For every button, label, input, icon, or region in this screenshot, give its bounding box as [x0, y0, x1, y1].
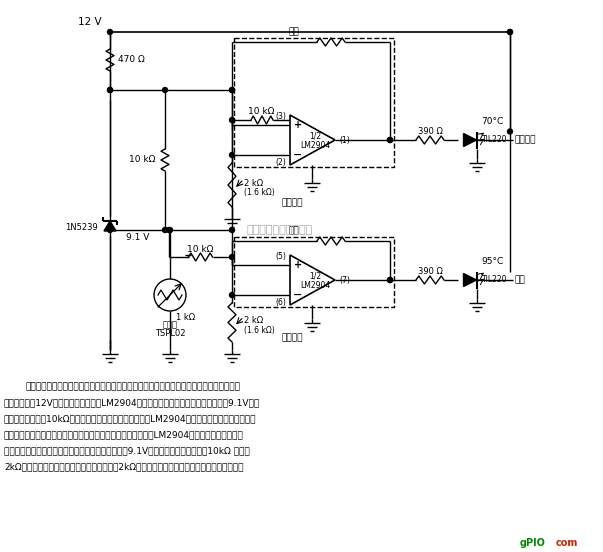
Text: com: com: [556, 538, 578, 548]
Circle shape: [230, 88, 235, 93]
Text: 阈値调节: 阈値调节: [282, 333, 303, 342]
Text: 10 kΩ: 10 kΩ: [248, 108, 274, 116]
Text: 传感器: 传感器: [162, 321, 177, 330]
Text: (1.6 kΩ): (1.6 kΩ): [244, 188, 275, 198]
Text: 当达到两种不同的水温时，本电路能使发光二极管发光，从而指示两种不同水温的断路点。: 当达到两种不同的水温时，本电路能使发光二极管发光，从而指示两种不同水温的断路点。: [25, 382, 240, 391]
Text: 70°C: 70°C: [482, 118, 504, 126]
Text: 1/2: 1/2: [309, 131, 321, 141]
Text: 此电路是以由12V汽车电源系统供电的LM2904双重运算放大器为主制成的。在地与＋9.1V接点: 此电路是以由12V汽车电源系统供电的LM2904双重运算放大器为主制成的。在地与…: [4, 398, 260, 407]
Text: (2): (2): [275, 158, 286, 167]
Text: 风扇接通: 风扇接通: [514, 135, 536, 145]
Text: (3): (3): [275, 113, 286, 121]
Circle shape: [388, 137, 393, 142]
Text: 1 kΩ: 1 kΩ: [176, 312, 195, 321]
Text: 杭州将客科技有限公司: 杭州将客科技有限公司: [247, 225, 313, 235]
Text: gPIO: gPIO: [520, 538, 546, 548]
Circle shape: [230, 254, 235, 259]
Text: 10 kΩ: 10 kΩ: [188, 245, 213, 253]
Bar: [234, 237, 394, 307]
Circle shape: [230, 88, 235, 93]
Text: 470 Ω: 470 Ω: [118, 56, 145, 65]
Text: (1): (1): [339, 135, 350, 145]
Text: 12 V: 12 V: [78, 17, 102, 27]
Text: LM2904: LM2904: [300, 141, 330, 151]
Bar: [234, 38, 394, 167]
Circle shape: [162, 88, 168, 93]
Circle shape: [230, 293, 235, 298]
Circle shape: [168, 227, 172, 232]
Text: TIL220: TIL220: [482, 275, 507, 284]
Circle shape: [107, 29, 113, 34]
Polygon shape: [104, 221, 116, 231]
Text: −: −: [293, 150, 303, 160]
Text: 9.1 V: 9.1 V: [126, 233, 150, 242]
Text: 2 kΩ: 2 kΩ: [244, 316, 263, 325]
Text: 390 Ω: 390 Ω: [417, 126, 443, 135]
Text: 1/2: 1/2: [309, 272, 321, 280]
Polygon shape: [464, 134, 476, 146]
Text: 过热: 过热: [514, 275, 525, 284]
Text: 阈値调节: 阈値调节: [282, 199, 303, 208]
Circle shape: [107, 88, 113, 93]
Text: TIL220: TIL220: [482, 135, 507, 145]
Polygon shape: [290, 255, 335, 305]
Text: 滞后: 滞后: [289, 226, 299, 236]
Text: 2kΩ电位器来调定。调节每个运算放大器中的2kΩ电位器，就可重新校准或调定这两个断路点。: 2kΩ电位器来调定。调节每个运算放大器中的2kΩ电位器，就可重新校准或调定这两个…: [4, 462, 244, 471]
Circle shape: [388, 137, 393, 142]
Text: 10 kΩ: 10 kΩ: [128, 156, 155, 164]
Circle shape: [230, 152, 235, 157]
Polygon shape: [464, 273, 476, 286]
Circle shape: [508, 29, 513, 34]
Circle shape: [107, 227, 113, 232]
Circle shape: [230, 118, 235, 123]
Text: LM2904: LM2904: [300, 282, 330, 290]
Circle shape: [166, 227, 171, 232]
Text: (5): (5): [275, 252, 286, 262]
Polygon shape: [290, 115, 335, 165]
Circle shape: [388, 278, 393, 283]
Circle shape: [162, 227, 168, 232]
Text: −: −: [293, 290, 303, 300]
Text: 滞后: 滞后: [289, 28, 299, 36]
Text: +: +: [294, 120, 302, 130]
Text: 390 Ω: 390 Ω: [417, 267, 443, 275]
Text: 2 kΩ: 2 kΩ: [244, 178, 263, 188]
Circle shape: [388, 278, 393, 283]
Text: 一个基准电压，即断路阈値电压，这一基准电压由与9.1V稳定电压两端之间串联的10kΩ 电阵和: 一个基准电压，即断路阈値电压，这一基准电压由与9.1V稳定电压两端之间串联的10…: [4, 446, 250, 455]
Text: (7): (7): [339, 275, 350, 284]
Text: TSPL02: TSPL02: [155, 328, 185, 337]
Text: +: +: [294, 260, 302, 270]
Text: (1.6 kΩ): (1.6 kΩ): [244, 326, 275, 335]
Text: 之间，热敏电阵与10kΩ的电阵串联。热敏电阵上端连接到LM2904的两个非反相输入端。当热敏: 之间，热敏电阵与10kΩ的电阵串联。热敏电阵上端连接到LM2904的两个非反相输…: [4, 414, 256, 423]
Text: 1N5239: 1N5239: [65, 224, 98, 232]
Text: 95°C: 95°C: [482, 257, 504, 267]
Circle shape: [230, 227, 235, 232]
Circle shape: [508, 29, 513, 34]
Text: (6): (6): [275, 299, 286, 307]
Text: 电阵的阻値随温度而改变时，这两个输入端的电压亦随之改变。LM2904的每一反相输入端都有: 电阵的阻値随温度而改变时，这两个输入端的电压亦随之改变。LM2904的每一反相输…: [4, 430, 244, 439]
Circle shape: [508, 129, 513, 134]
Circle shape: [107, 88, 113, 93]
